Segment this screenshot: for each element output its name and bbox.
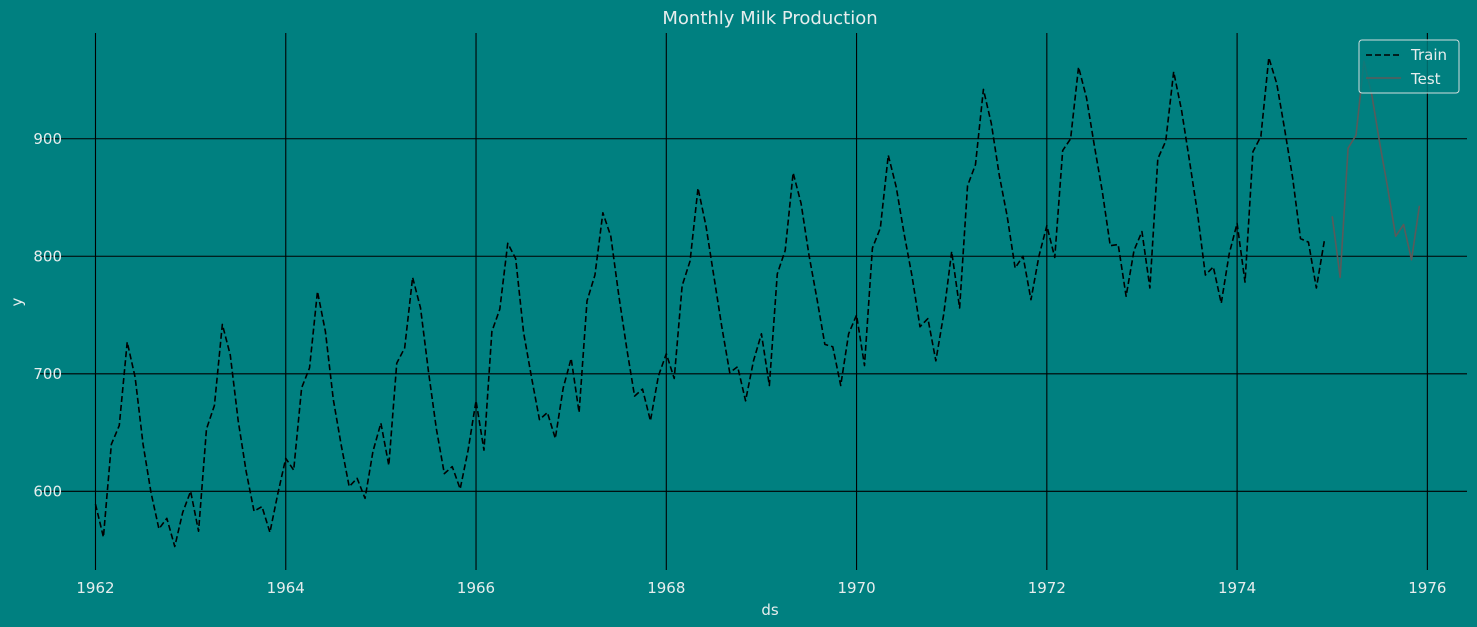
grid [40,33,1467,570]
x-tick-label: 1962 [76,579,114,597]
y-tick-label: 900 [33,130,62,148]
series-group [94,56,1421,548]
series-line-train [94,56,1326,548]
y-axis-label: y [8,297,26,306]
legend-label-train: Train [1410,46,1447,64]
ticks: 1962 1964 1966 1968 1970 1972 1974 1976 600 700 80… [33,130,1446,597]
legend-label-test: Test [1410,70,1441,88]
x-tick-label: 1974 [1218,579,1256,597]
x-tick-label: 1972 [1028,579,1066,597]
x-axis-label: ds [761,601,779,619]
series-line-test [1331,60,1421,279]
x-tick-label: 1968 [647,579,685,597]
y-tick-label: 800 [33,247,62,265]
y-tick-label: 700 [33,365,62,383]
legend-frame [1358,39,1460,94]
x-tick-label: 1964 [267,579,305,597]
y-tick-label: 600 [33,482,62,500]
x-tick-label: 1970 [837,579,875,597]
chart-title: Monthly Milk Production [662,8,877,29]
legend: Train Test [1358,39,1460,94]
x-tick-label: 1966 [457,579,495,597]
x-tick-label: 1976 [1408,579,1446,597]
